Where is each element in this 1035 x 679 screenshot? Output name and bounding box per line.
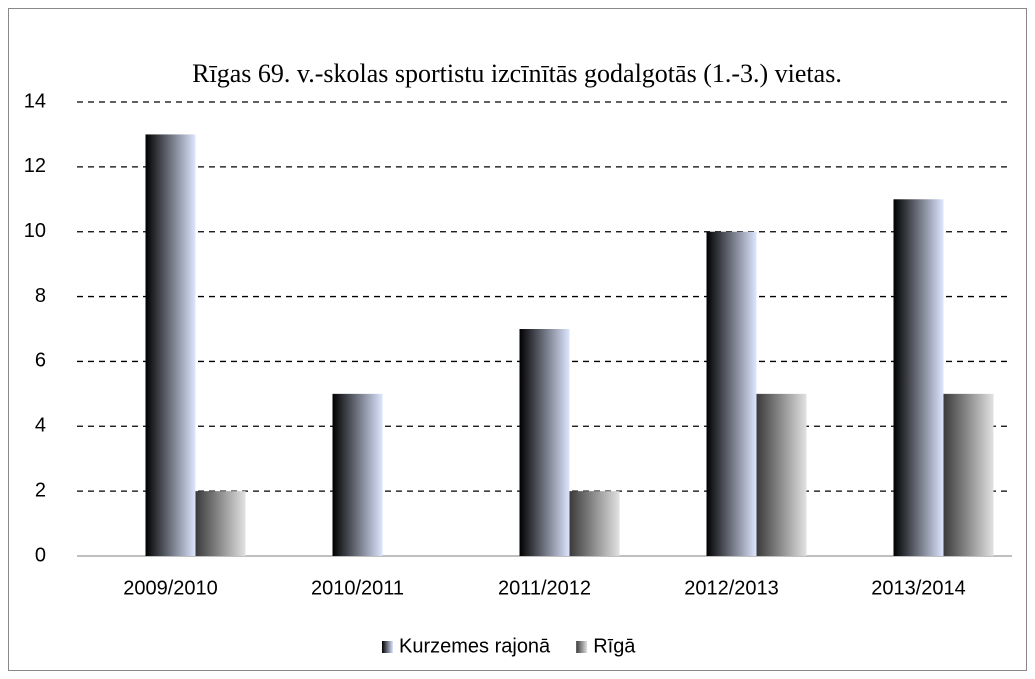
- bar: [706, 231, 757, 556]
- y-tick-label: 0: [35, 544, 46, 566]
- x-tick-label: 2013/2014: [871, 577, 966, 599]
- y-tick-label: 12: [24, 155, 46, 177]
- legend-swatch: [382, 641, 393, 653]
- x-tick-label: 2012/2013: [684, 577, 779, 599]
- legend-swatch: [576, 641, 588, 653]
- bar: [756, 393, 807, 556]
- y-tick-label: 6: [35, 350, 46, 372]
- bar: [332, 393, 383, 556]
- bar: [519, 329, 570, 556]
- bar: [569, 491, 620, 556]
- bar: [893, 199, 944, 557]
- bar: [195, 491, 246, 556]
- y-tick-label: 8: [35, 285, 46, 307]
- legend-label: Rīgā: [593, 635, 636, 657]
- y-tick-label: 4: [35, 415, 46, 437]
- y-tick-label: 14: [24, 90, 46, 112]
- bar: [943, 393, 994, 556]
- legend-label: Kurzemes rajonā: [399, 635, 551, 657]
- y-tick-label: 2: [35, 479, 46, 501]
- y-tick-label: 10: [24, 220, 46, 242]
- x-tick-label: 2011/2012: [498, 577, 591, 599]
- x-tick-label: 2010/2011: [311, 577, 404, 599]
- chart-title: Rīgas 69. v.-skolas sportistu izcīnītās …: [192, 59, 842, 88]
- bar: [145, 134, 196, 556]
- x-tick-label: 2009/2010: [123, 577, 218, 599]
